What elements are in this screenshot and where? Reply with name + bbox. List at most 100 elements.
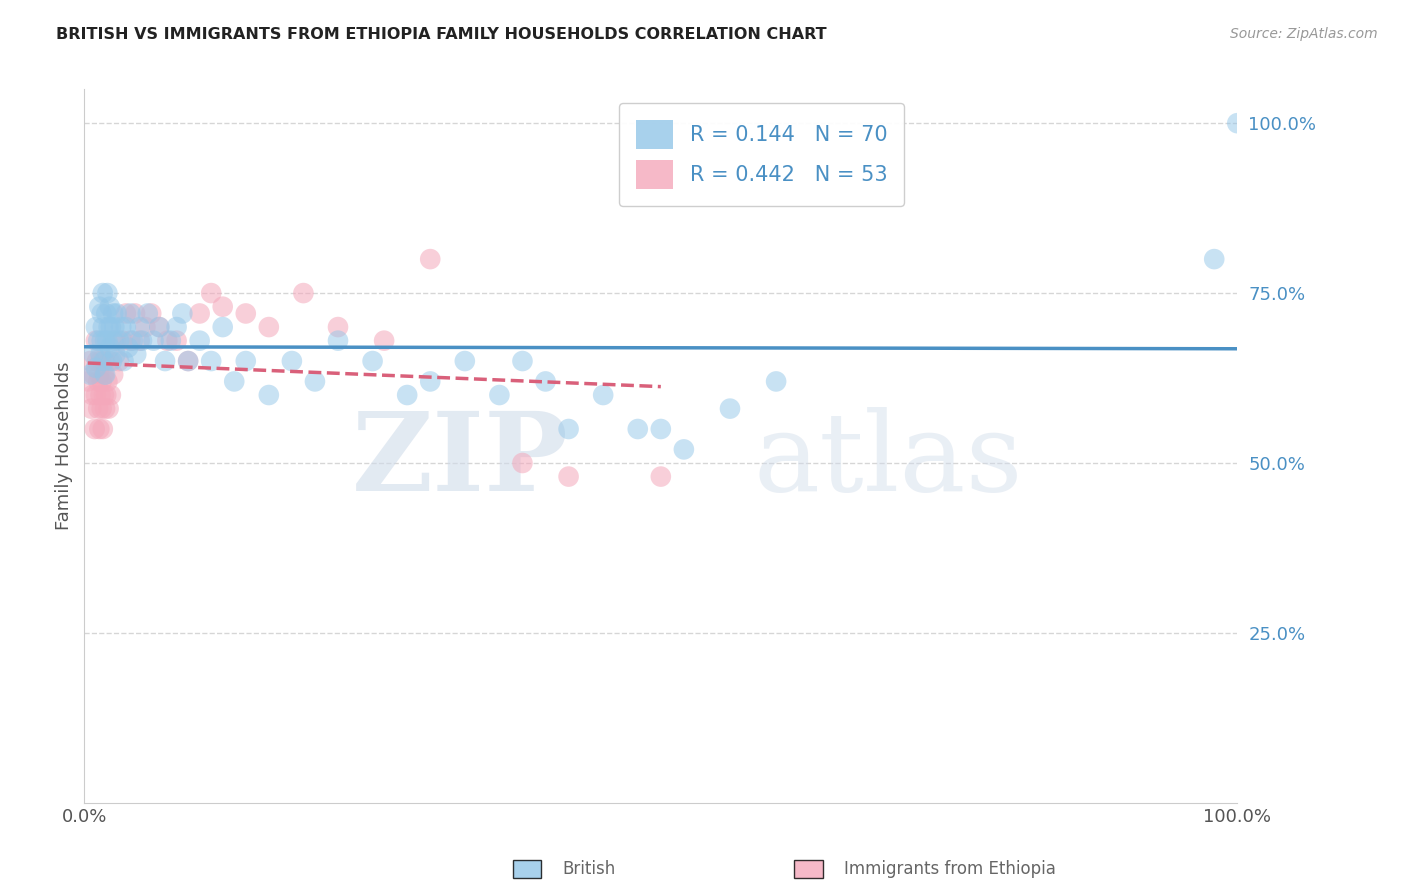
Point	[89, 354, 111, 368]
Point	[96, 334, 118, 348]
Point	[84, 320, 107, 334]
Point	[112, 354, 135, 368]
Point	[534, 375, 557, 389]
Point	[200, 354, 222, 368]
Point	[235, 354, 257, 368]
Legend: R = 0.144   N = 70, R = 0.442   N = 53: R = 0.144 N = 70, R = 0.442 N = 53	[619, 103, 904, 206]
Point	[93, 354, 115, 368]
Text: ZIP: ZIP	[352, 407, 568, 514]
Point	[257, 320, 280, 334]
Point	[557, 469, 579, 483]
Point	[94, 334, 117, 348]
Point	[98, 341, 121, 355]
Point	[89, 388, 111, 402]
Point	[79, 368, 101, 382]
Point	[89, 347, 111, 361]
Point	[361, 354, 384, 368]
Point	[765, 375, 787, 389]
Point	[488, 388, 510, 402]
Point	[115, 306, 138, 320]
Point	[188, 306, 211, 320]
Point	[396, 388, 419, 402]
Point	[90, 306, 112, 320]
Point	[166, 320, 188, 334]
Point	[82, 388, 104, 402]
Point	[97, 401, 120, 416]
Point	[103, 306, 124, 320]
Point	[98, 354, 121, 368]
Text: atlas: atlas	[754, 407, 1022, 514]
Point	[136, 306, 159, 320]
Point	[125, 347, 148, 361]
Point	[86, 354, 108, 368]
Point	[454, 354, 477, 368]
Point	[650, 469, 672, 483]
Point	[512, 354, 534, 368]
Point	[592, 388, 614, 402]
Point	[211, 300, 233, 314]
Point	[153, 354, 176, 368]
Point	[96, 306, 118, 320]
Text: British: British	[562, 860, 616, 878]
Point	[96, 375, 118, 389]
Point	[166, 334, 188, 348]
Point	[84, 360, 107, 375]
Point	[148, 320, 170, 334]
Point	[93, 368, 115, 382]
Text: BRITISH VS IMMIGRANTS FROM ETHIOPIA FAMILY HOUSEHOLDS CORRELATION CHART: BRITISH VS IMMIGRANTS FROM ETHIOPIA FAMI…	[56, 27, 827, 42]
Point	[224, 375, 246, 389]
Point	[94, 368, 117, 382]
Point	[419, 375, 441, 389]
Point	[103, 368, 124, 382]
Point	[134, 320, 156, 334]
Point	[177, 354, 200, 368]
Point	[80, 401, 103, 416]
Point	[83, 422, 105, 436]
Point	[235, 306, 257, 320]
Point	[142, 334, 165, 348]
Point	[89, 300, 111, 314]
Point	[557, 422, 579, 436]
Point	[257, 388, 280, 402]
Point	[160, 334, 183, 348]
Point	[87, 334, 110, 348]
Point	[117, 341, 139, 355]
Point	[83, 368, 105, 382]
Point	[96, 388, 118, 402]
Point	[76, 375, 98, 389]
Point	[98, 300, 121, 314]
Point	[512, 456, 534, 470]
Point	[100, 320, 122, 334]
Point	[101, 354, 124, 368]
Point	[87, 401, 110, 416]
Point	[111, 334, 134, 348]
Point	[108, 354, 131, 368]
Point	[91, 286, 114, 301]
Point	[89, 368, 111, 382]
Point	[120, 306, 142, 320]
Point	[373, 334, 395, 348]
Point	[110, 320, 132, 334]
Point	[650, 422, 672, 436]
Point	[281, 354, 304, 368]
Point	[1204, 252, 1226, 266]
Point	[91, 320, 114, 334]
Point	[100, 388, 122, 402]
Point	[115, 320, 138, 334]
Point	[91, 422, 114, 436]
Point	[121, 334, 143, 348]
Point	[103, 334, 124, 348]
Point	[326, 334, 349, 348]
Point	[96, 286, 118, 301]
Point	[211, 320, 233, 334]
Point	[326, 320, 349, 334]
Point	[1226, 116, 1249, 130]
Point	[93, 388, 115, 402]
Point	[90, 401, 112, 416]
Point	[156, 334, 179, 348]
Point	[627, 422, 650, 436]
Point	[188, 334, 211, 348]
Point	[419, 252, 441, 266]
Y-axis label: Family Households: Family Households	[55, 362, 73, 530]
Point	[104, 334, 127, 348]
